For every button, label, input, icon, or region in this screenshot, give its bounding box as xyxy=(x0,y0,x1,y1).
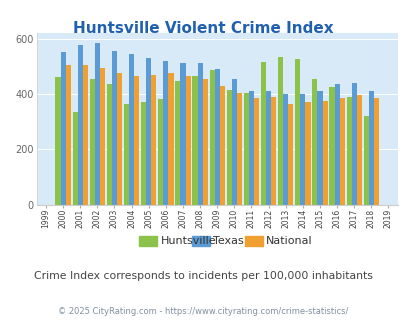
Text: Huntsville Violent Crime Index: Huntsville Violent Crime Index xyxy=(72,21,333,36)
Bar xyxy=(83,65,88,205)
Bar xyxy=(202,79,207,205)
Bar xyxy=(117,73,122,205)
Bar xyxy=(219,85,224,205)
Bar xyxy=(265,91,271,205)
Bar xyxy=(129,54,134,205)
Bar xyxy=(345,97,351,205)
Bar xyxy=(226,90,231,205)
Bar xyxy=(339,98,344,205)
Bar xyxy=(180,63,185,205)
Bar xyxy=(248,91,254,205)
Bar xyxy=(175,82,180,205)
Text: National: National xyxy=(266,236,312,246)
Bar xyxy=(112,51,117,205)
Bar xyxy=(146,58,151,205)
Bar xyxy=(66,65,70,205)
Bar xyxy=(282,94,288,205)
Bar xyxy=(197,63,202,205)
Bar xyxy=(185,76,190,205)
Bar xyxy=(237,92,241,205)
Bar xyxy=(94,43,100,205)
Bar xyxy=(141,102,146,205)
Text: Texas: Texas xyxy=(213,236,243,246)
Bar xyxy=(277,56,282,205)
Bar xyxy=(158,99,163,205)
Text: © 2025 CityRating.com - https://www.cityrating.com/crime-statistics/: © 2025 CityRating.com - https://www.city… xyxy=(58,307,347,316)
Bar xyxy=(151,75,156,205)
Bar xyxy=(209,70,214,205)
Bar xyxy=(90,79,94,205)
Bar xyxy=(334,84,339,205)
Bar xyxy=(243,92,248,205)
Bar xyxy=(107,84,112,205)
Bar xyxy=(351,83,356,205)
Bar xyxy=(192,76,197,205)
Bar xyxy=(328,87,334,205)
Bar xyxy=(60,52,66,205)
Bar xyxy=(294,59,300,205)
Bar xyxy=(77,46,83,205)
Text: Crime Index corresponds to incidents per 100,000 inhabitants: Crime Index corresponds to incidents per… xyxy=(34,271,371,281)
Bar xyxy=(100,68,105,205)
Bar xyxy=(288,104,293,205)
Bar xyxy=(317,91,322,205)
Bar xyxy=(271,97,276,205)
Bar xyxy=(260,62,265,205)
Bar xyxy=(311,79,317,205)
Bar xyxy=(373,98,378,205)
Bar xyxy=(305,102,310,205)
Text: Huntsville: Huntsville xyxy=(160,236,216,246)
Bar xyxy=(163,61,168,205)
Bar xyxy=(231,79,237,205)
Bar xyxy=(300,94,305,205)
Bar xyxy=(168,73,173,205)
Bar xyxy=(55,77,60,205)
Bar xyxy=(72,112,77,205)
Bar xyxy=(124,104,129,205)
Bar xyxy=(254,98,258,205)
Bar xyxy=(368,91,373,205)
Bar xyxy=(214,69,219,205)
Bar xyxy=(322,101,327,205)
Bar xyxy=(356,95,361,205)
Bar xyxy=(363,116,368,205)
Bar xyxy=(134,76,139,205)
